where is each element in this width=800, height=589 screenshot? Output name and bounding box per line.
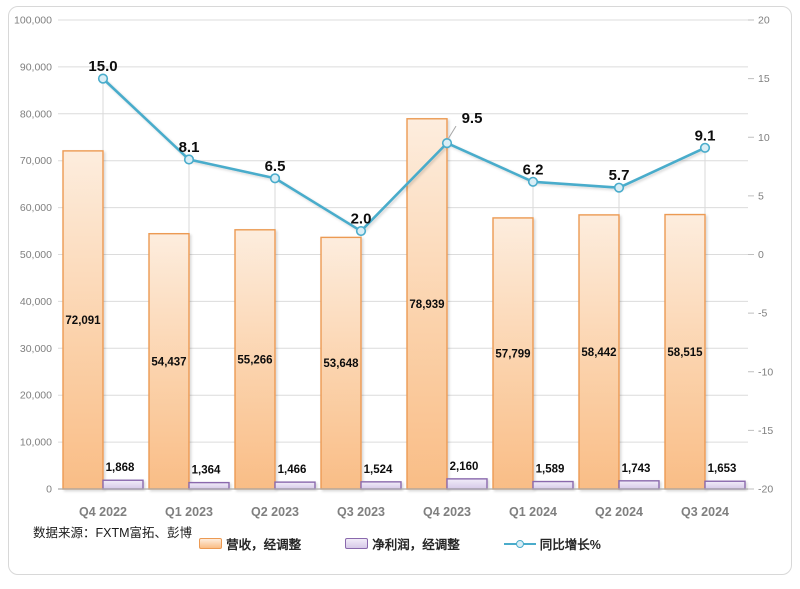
net-profit-bar [360,481,402,490]
revenue-bar [578,214,620,490]
growth-point [699,142,711,153]
growth-point [613,182,625,193]
revenue-bar [320,236,362,490]
net-profit-swatch-icon [345,538,369,549]
category-label: Q3 2023 [337,505,385,519]
revenue-swatch-icon [199,538,223,549]
left-axis-tick-label: 0 [46,484,52,496]
category-label: Q4 2022 [79,505,127,519]
chart-legend: 营收，经调整 净利润，经调整 同比增长% [0,534,800,553]
left-axis-tick-label: 40,000 [20,296,52,308]
right-axis-ticks [748,19,754,490]
growth-point [183,154,195,165]
legend-item-growth: 同比增长% [503,534,601,553]
revenue-bar [62,150,104,490]
revenue-bar [664,213,706,490]
right-axis-tick-label: 15 [758,73,770,85]
net-profit-value-label: 1,743 [622,463,651,475]
label-leader-line [447,125,457,140]
left-axis-tick-label: 100,000 [14,15,52,27]
legend-item-revenue: 营收，经调整 [199,534,301,553]
growth-line [101,77,707,233]
growth-value-label: 6.2 [523,161,544,178]
right-axis-tick-label: 0 [758,249,764,261]
left-axis-tick-label: 10,000 [20,437,52,449]
growth-point [441,138,453,149]
left-axis-tick-label: 20,000 [20,390,52,402]
right-axis-tick-label: -10 [758,366,773,378]
category-label: Q3 2024 [681,505,729,519]
growth-value-label: 5.7 [609,167,630,184]
net-profit-value-label: 1,524 [364,464,393,476]
right-axis-tick-label: -20 [758,484,773,496]
data-labels-group: 72,091 54,437 55,266 53,648 78,939 57,799 58,4… [65,58,736,476]
net-profit-bar [102,479,144,490]
right-axis-labels: -20 -15 -10 -5 0 5 10 15 20 [758,15,773,496]
legend-label: 净利润，经调整 [372,538,460,552]
revenue-value-label: 57,799 [495,348,530,360]
revenue-bar [492,217,534,490]
growth-line-icon [503,538,536,549]
net-profit-bar [618,480,660,490]
category-label: Q2 2024 [595,505,643,519]
growth-value-label: 15.0 [88,58,117,75]
growth-value-label: 9.1 [695,127,716,144]
revenue-bar [148,232,190,490]
revenue-value-label: 72,091 [65,315,101,327]
category-label: Q1 2024 [509,505,557,519]
net-profit-bar [188,481,230,490]
revenue-value-label: 58,515 [667,347,703,359]
net-profit-bar [446,478,488,490]
net-profit-bar [274,481,316,490]
category-label: Q4 2023 [423,505,471,519]
right-axis-tick-label: 5 [758,190,764,202]
net-profit-value-label: 1,364 [192,465,221,477]
left-axis-tick-label: 70,000 [20,155,52,167]
revenue-value-label: 54,437 [151,356,186,368]
growth-value-label: 2.0 [351,211,372,228]
revenue-value-label: 53,648 [323,358,359,370]
category-label: Q2 2023 [251,505,299,519]
category-label: Q1 2023 [165,505,213,519]
revenue-value-label: 78,939 [409,299,444,311]
growth-point [355,225,367,237]
growth-marker-dot [515,539,524,548]
revenue-bar [406,118,448,490]
growth-markers-group [97,73,711,237]
net-profit-value-label: 1,466 [278,464,307,476]
left-axis-tick-label: 30,000 [20,343,52,355]
legend-label: 同比增长% [539,538,601,552]
growth-value-label: 8.1 [179,139,200,156]
left-axis-labels: 0 10,000 20,000 30,000 40,000 50,000 60,000 70,… [14,15,52,496]
growth-value-label: 6.5 [265,158,286,175]
right-axis-tick-label: -15 [758,425,773,437]
net-profit-value-label: 1,868 [106,462,135,474]
net-profit-value-label: 2,160 [450,461,479,473]
revenue-bars-group [62,118,706,490]
left-axis-tick-label: 90,000 [20,61,52,73]
growth-value-label: 9.5 [462,110,483,127]
right-axis-tick-label: 10 [758,132,770,144]
category-axis-labels: Q4 2022 Q1 2023 Q2 2023 Q3 2023 Q4 2023 Q1 20… [79,505,729,519]
left-axis-tick-label: 80,000 [20,108,52,120]
net-profit-value-label: 1,653 [708,463,737,475]
net-profit-bar [704,480,746,490]
growth-point [527,176,539,187]
growth-point [97,73,109,84]
left-axis-tick-label: 60,000 [20,202,52,214]
revenue-value-label: 55,266 [237,354,272,366]
legend-item-net-profit: 净利润，经调整 [345,534,460,553]
revenue-bar [234,229,276,490]
right-axis-tick-label: 20 [758,15,770,27]
source-note: 数据来源：FXTM富拓、彭博 [33,526,193,540]
revenue-value-label: 58,442 [581,347,616,359]
left-axis-tick-label: 50,000 [20,249,52,261]
growth-point [269,173,281,184]
net-profit-value-label: 1,589 [536,464,565,476]
right-axis-tick-label: -5 [758,308,767,320]
legend-label: 营收，经调整 [226,538,302,552]
net-profit-bar [532,480,574,490]
